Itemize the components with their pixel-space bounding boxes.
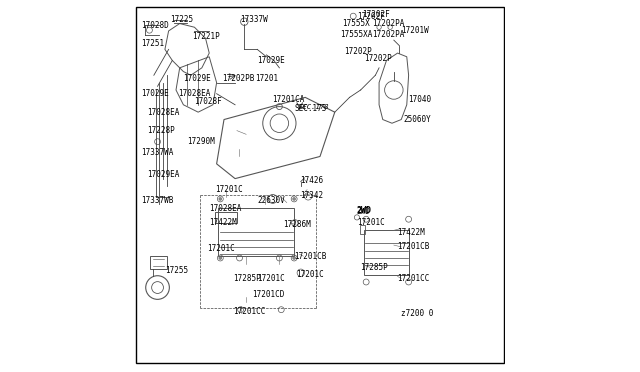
Text: 17202F: 17202F bbox=[362, 10, 390, 19]
Circle shape bbox=[219, 198, 222, 201]
Text: 17028EA: 17028EA bbox=[178, 89, 210, 98]
Text: 17285P: 17285P bbox=[233, 274, 261, 283]
Text: 17422M: 17422M bbox=[209, 218, 237, 227]
Text: 17290M: 17290M bbox=[187, 137, 215, 146]
Text: SEC.173: SEC.173 bbox=[294, 104, 326, 113]
Text: 17202PA: 17202PA bbox=[372, 30, 404, 39]
Text: 17028EA: 17028EA bbox=[209, 203, 242, 213]
Text: 17426: 17426 bbox=[300, 176, 323, 185]
Text: 25060Y: 25060Y bbox=[403, 115, 431, 124]
Text: 17285P: 17285P bbox=[360, 263, 388, 272]
Text: 17201C: 17201C bbox=[296, 270, 324, 279]
Text: 17555X: 17555X bbox=[342, 19, 370, 28]
Text: 17337WB: 17337WB bbox=[141, 196, 173, 205]
Text: 17337W: 17337W bbox=[241, 15, 268, 24]
Text: 17040: 17040 bbox=[408, 95, 431, 104]
Text: SEC.173: SEC.173 bbox=[300, 105, 330, 110]
Text: 17029E: 17029E bbox=[184, 74, 211, 83]
Text: 17286M: 17286M bbox=[283, 220, 311, 229]
Text: 17201CA: 17201CA bbox=[272, 95, 305, 104]
Text: 17029E: 17029E bbox=[141, 89, 169, 98]
Text: 17555XA: 17555XA bbox=[340, 30, 372, 39]
Text: 2WD: 2WD bbox=[356, 206, 372, 215]
Text: 17221P: 17221P bbox=[193, 32, 220, 41]
Text: 17201C: 17201C bbox=[357, 218, 385, 227]
Text: 17201: 17201 bbox=[255, 74, 278, 83]
Text: 17028D: 17028D bbox=[141, 21, 169, 30]
Text: 17201C: 17201C bbox=[207, 244, 235, 253]
Text: 17342: 17342 bbox=[300, 191, 323, 200]
Text: 17202F: 17202F bbox=[357, 12, 385, 21]
Text: 17251: 17251 bbox=[141, 39, 164, 48]
Text: z7200 0: z7200 0 bbox=[401, 309, 434, 318]
Circle shape bbox=[292, 257, 296, 260]
Text: 17422M: 17422M bbox=[397, 228, 426, 237]
Text: 2WD: 2WD bbox=[357, 207, 371, 217]
Text: 17201CD: 17201CD bbox=[252, 291, 284, 299]
Text: 17201W: 17201W bbox=[401, 26, 429, 35]
Text: 17255: 17255 bbox=[165, 266, 188, 275]
Text: 17201CC: 17201CC bbox=[233, 307, 266, 316]
Text: 17202PA: 17202PA bbox=[372, 19, 404, 28]
Text: 17202PB: 17202PB bbox=[222, 74, 255, 83]
Text: 17201C: 17201C bbox=[215, 185, 243, 194]
Text: 17201CC: 17201CC bbox=[397, 274, 430, 283]
Circle shape bbox=[292, 198, 296, 201]
Text: 17228P: 17228P bbox=[148, 126, 175, 135]
Text: 17225: 17225 bbox=[170, 15, 193, 24]
Text: 17201CB: 17201CB bbox=[397, 243, 430, 251]
Text: 17202P: 17202P bbox=[364, 54, 392, 63]
Text: 17028F: 17028F bbox=[195, 97, 222, 106]
Text: 22630V: 22630V bbox=[257, 196, 285, 205]
Text: 17028EA: 17028EA bbox=[148, 108, 180, 117]
Text: 17202P: 17202P bbox=[344, 47, 372, 56]
Text: 17201C: 17201C bbox=[257, 274, 285, 283]
Text: 17201CB: 17201CB bbox=[294, 251, 326, 261]
Circle shape bbox=[219, 257, 222, 260]
Text: 17029EA: 17029EA bbox=[148, 170, 180, 179]
Text: 17337WA: 17337WA bbox=[141, 148, 173, 157]
Text: 17029E: 17029E bbox=[257, 56, 285, 65]
